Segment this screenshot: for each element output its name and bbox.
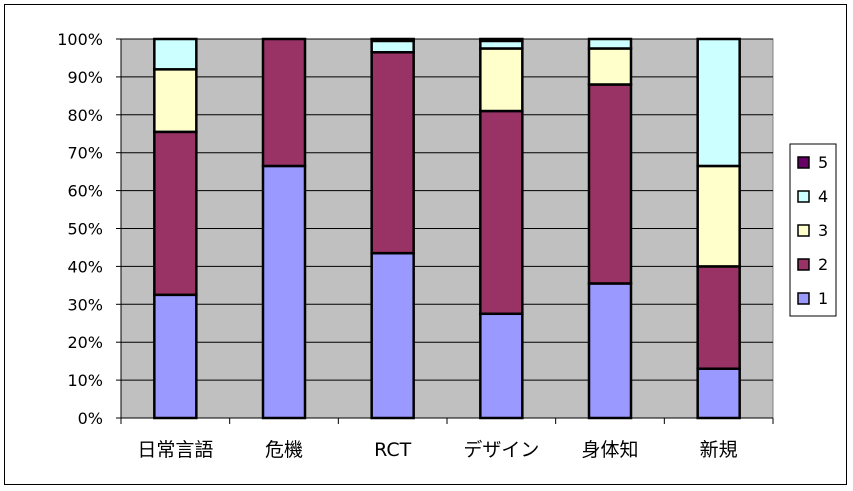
- x-category-label: RCT: [374, 439, 412, 461]
- bar-segment-series-1: [587, 282, 633, 420]
- bar-segment-series-4: [696, 37, 741, 168]
- bar-segment-series-3: [479, 47, 524, 113]
- x-category-label: 日常言語: [137, 439, 213, 461]
- legend-swatch-3: [797, 224, 810, 237]
- bar-segment-series-2: [153, 130, 198, 297]
- x-category-label: 新規: [700, 439, 738, 461]
- bar-segment-series-3: [696, 164, 741, 268]
- y-tick-label: 60%: [67, 182, 103, 201]
- x-category-label: デザイン: [463, 439, 539, 461]
- legend-swatch-4: [797, 190, 810, 203]
- y-axis-ticks: 0% 10% 20% 30% 40% 50% 60% 70% 80% 90% 100%: [57, 30, 122, 428]
- y-tick-label: 30%: [67, 295, 103, 314]
- y-tick-label: 50%: [67, 220, 103, 239]
- bar-segment-series-5: [479, 37, 524, 43]
- bar-segment-series-3: [153, 68, 198, 134]
- bar-segment-series-1: [479, 312, 524, 420]
- bar-segment-series-4: [587, 37, 633, 50]
- bar-segment-series-2: [587, 83, 633, 285]
- legend-swatch-2: [797, 258, 810, 271]
- bar-segment-series-1: [261, 164, 307, 420]
- bar-segment-series-4: [370, 39, 415, 54]
- legend-swatch-5: [797, 156, 810, 169]
- y-tick-label: 70%: [67, 144, 103, 163]
- y-tick-label: 90%: [67, 68, 103, 87]
- bar-segment-series-1: [696, 367, 741, 420]
- bar-segment-series-2: [370, 51, 415, 255]
- y-tick-label: 40%: [67, 257, 103, 276]
- legend-swatch-1: [797, 292, 810, 305]
- y-tick-label: 100%: [57, 30, 103, 49]
- y-tick-label: 10%: [67, 371, 103, 390]
- gridlines: [121, 38, 773, 381]
- bar-segment-series-4: [153, 37, 198, 71]
- bar-segment-series-2: [696, 265, 741, 370]
- legend-label-3: 3: [818, 221, 828, 240]
- legend-label-1: 1: [818, 289, 828, 308]
- x-axis-ticks: 日常言語 危機 RCT デザイン 身体知 新規: [120, 417, 774, 461]
- legend: 5 4 3 2 1: [789, 143, 837, 317]
- x-category-label: 身体知: [581, 439, 638, 461]
- bar-segment-series-1: [153, 293, 198, 420]
- y-tick-label: 0%: [78, 409, 103, 428]
- bar-segment-series-2: [261, 37, 307, 168]
- legend-label-5: 5: [818, 153, 828, 172]
- legend-label-2: 2: [818, 255, 828, 274]
- x-category-label: 危機: [265, 439, 303, 461]
- y-tick-label: 20%: [67, 333, 103, 352]
- legend-label-4: 4: [818, 187, 828, 206]
- bar-segment-series-3: [587, 47, 633, 86]
- bar-segment-series-2: [479, 109, 524, 316]
- legend-box: [789, 143, 837, 317]
- bar-segment-series-1: [370, 251, 415, 420]
- bar-segment-series-5: [370, 37, 415, 43]
- bars: [153, 37, 741, 420]
- y-tick-label: 80%: [67, 106, 103, 125]
